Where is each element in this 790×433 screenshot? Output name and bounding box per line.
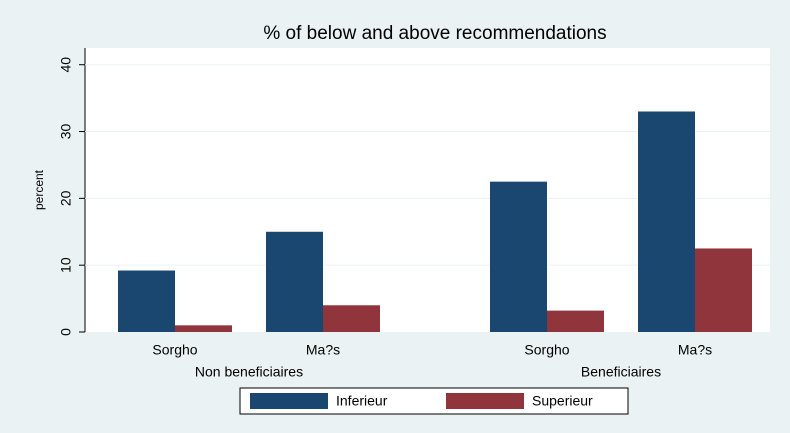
y-axis-label: percent [32, 169, 46, 210]
x-tick-label: Sorgho [524, 342, 569, 358]
y-tick-label: 40 [58, 57, 74, 73]
group-label: Non beneficiaires [195, 364, 303, 380]
bar [118, 270, 175, 332]
legend [239, 387, 629, 415]
bar [490, 181, 547, 332]
legend-swatch [250, 393, 328, 409]
bar [547, 310, 604, 332]
bar [266, 231, 323, 332]
legend-label: Inferieur [336, 393, 388, 409]
y-tick-label: 0 [58, 328, 74, 336]
x-tick-label: Ma?s [306, 342, 340, 358]
bar [323, 305, 380, 332]
y-tick-label: 20 [58, 190, 74, 206]
legend-swatch [446, 393, 524, 409]
chart-title: % of below and above recommendations [263, 23, 606, 44]
y-tick-label: 30 [58, 124, 74, 140]
legend-label: Superieur [532, 393, 593, 409]
bar [638, 111, 695, 332]
x-tick-label: Ma?s [678, 342, 712, 358]
bar [695, 248, 752, 332]
y-tick-label: 10 [58, 257, 74, 273]
bar [175, 325, 232, 332]
x-tick-label: Sorgho [152, 342, 197, 358]
group-label: Beneficiaires [581, 364, 661, 380]
